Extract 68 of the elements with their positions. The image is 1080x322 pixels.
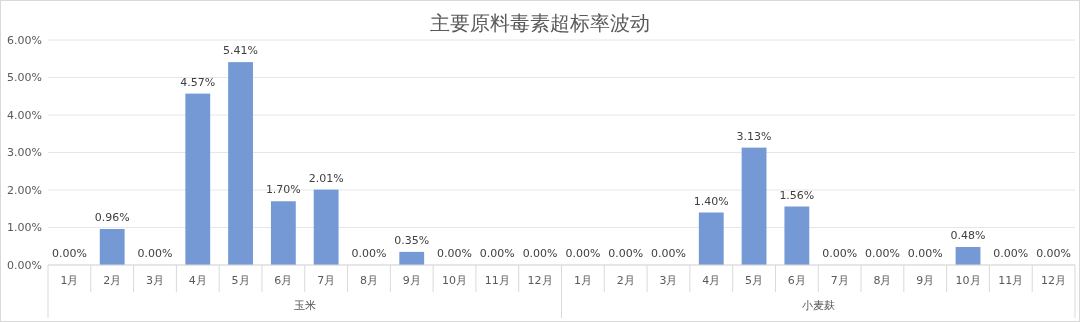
bar [313,189,339,265]
data-label: 5.41% [223,44,259,58]
x-tick-label: 5月 [745,274,764,287]
text: 玉米 [293,299,316,312]
y-tick-label: 1.00% [7,221,42,235]
x-tick-label: 12月 [527,274,553,287]
data-label: 4.57% [180,75,216,89]
data-label: 0.00% [137,247,173,260]
bar [228,62,253,265]
data-label: 0.00% [1036,247,1072,260]
bar [99,229,125,265]
bar [185,93,211,265]
data-label: 0.00% [864,247,900,260]
y-tick-label: 5.00% [7,71,42,85]
x-tick-label: 8月 [873,274,892,287]
x-tick-label: 6月 [787,274,806,287]
data-label: 0.00% [565,247,601,260]
x-tick-label: 1月 [60,274,79,287]
data-label: 1.70% [265,183,301,197]
x-tick-label: 8月 [359,274,378,287]
y-tick-label: 4.00% [7,108,42,122]
x-tick-label: 9月 [402,274,421,287]
x-tick-label: 12月 [1041,274,1067,287]
bar [399,251,425,265]
x-tick-label: 10月 [955,274,981,287]
y-tick-label: 2.00% [7,183,42,197]
x-tick-label: 1月 [573,274,592,287]
x-tick-label: 5月 [231,274,250,287]
data-label: 0.00% [822,247,858,260]
data-label: 0.00% [479,247,515,260]
x-tick-label: 4月 [702,274,721,287]
data-label: 3.13% [736,129,772,143]
x-tick-label: 2月 [616,274,635,287]
x-tick-label: 7月 [830,274,849,287]
x-tick-label: 9月 [916,274,935,287]
data-label: 0.96% [94,211,130,224]
x-tick-label: 10月 [442,274,468,287]
data-label: 1.56% [779,188,815,202]
x-tick-label: 4月 [188,274,207,287]
bar [698,212,724,265]
data-label: 2.01% [308,171,344,185]
bar [784,206,810,265]
data-label: 0.00% [993,247,1029,260]
data-label: 0.00% [51,247,87,260]
data-label: 0.00% [608,247,644,260]
data-label: 1.40% [693,194,729,208]
data-label: 0.00% [437,247,472,260]
text: 小麦麸 [801,299,835,312]
bar [955,247,981,265]
data-label: 0.35% [394,233,430,247]
data-label: 0.00% [351,247,387,260]
x-tick-label: 11月 [998,274,1024,287]
chart-title: 主要原料毒素超标率波动 [430,11,650,35]
y-tick-label: 0.00% [7,258,42,272]
x-tick-label: 2月 [103,274,122,287]
x-tick-label: 7月 [317,274,336,287]
data-label: 0.00% [522,247,558,260]
data-label: 0.00% [651,247,686,260]
y-tick-label: 6.00% [7,33,42,47]
x-tick-label: 3月 [145,274,164,287]
x-tick-label: 6月 [274,274,293,287]
data-label: 0.00% [907,247,943,260]
x-tick-label: 11月 [484,274,510,287]
x-tick-label: 3月 [659,274,678,287]
bar [270,201,296,265]
bar [741,147,767,265]
y-tick-label: 3.00% [7,146,42,160]
data-label: 0.48% [950,229,986,242]
